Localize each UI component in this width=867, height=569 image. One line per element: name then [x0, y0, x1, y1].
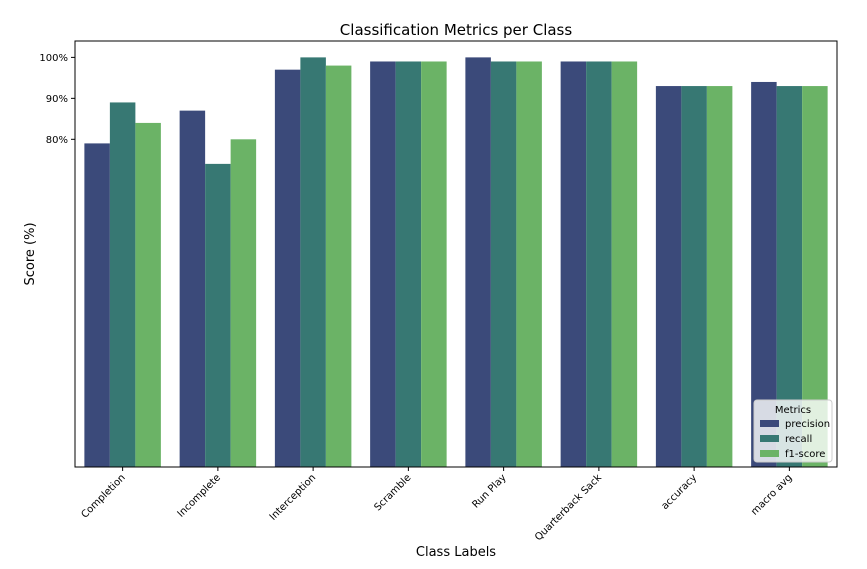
x-axis-ticks: Completion Incomplete Interception Scramble…: [79, 467, 794, 543]
bar-recall-6: [681, 86, 707, 467]
bar-recall-0: [109, 102, 136, 467]
bar-precision-4: [465, 57, 491, 467]
legend: Metrics precision recall f1-score: [753, 399, 833, 463]
bar-f1-score-2: [325, 65, 352, 467]
bar-precision-6: [655, 86, 682, 467]
bar-f1-score-0: [135, 122, 161, 468]
x-tick-label: macro avg: [749, 472, 794, 517]
bar-f1-score-5: [611, 61, 638, 467]
bar-f1-score-3: [421, 61, 447, 467]
bars-group: [84, 57, 828, 468]
y-tick-label: 100%: [39, 53, 68, 64]
bar-precision-2: [274, 69, 301, 468]
legend-label-f1-score: f1-score: [785, 449, 825, 460]
y-tick-label: 80%: [46, 135, 68, 146]
bar-f1-score-1: [230, 139, 257, 467]
bar-recall-5: [586, 61, 612, 467]
x-tick-label: Incomplete: [176, 472, 223, 519]
x-axis-label: Class Labels: [416, 545, 496, 560]
x-tick-label: accuracy: [660, 472, 700, 512]
chart-title: Classification Metrics per Class: [340, 21, 573, 39]
x-tick-label: Quarterback Sack: [533, 472, 604, 543]
bar-precision-1: [179, 110, 206, 467]
bar-precision-5: [560, 61, 587, 467]
legend-box: [753, 399, 833, 463]
legend-title: Metrics: [775, 405, 811, 416]
bar-precision-3: [370, 61, 396, 467]
y-axis-ticks: 80% 90% 100%: [39, 53, 75, 146]
plot-frame: [74, 40, 838, 468]
legend-swatch-f1-score: [760, 450, 779, 457]
bar-recall-3: [395, 61, 422, 467]
bar-f1-score-6: [706, 86, 733, 467]
y-axis-label: Score (%): [23, 222, 38, 285]
bar-recall-1: [205, 163, 231, 467]
legend-label-precision: precision: [785, 419, 830, 430]
bar-f1-score-4: [516, 61, 542, 467]
x-tick-label: Completion: [79, 472, 127, 520]
x-tick-label: Run Play: [470, 472, 508, 510]
bar-precision-0: [84, 143, 110, 467]
legend-swatch-precision: [760, 420, 779, 427]
legend-label-recall: recall: [785, 434, 812, 445]
x-tick-label: Scramble: [372, 472, 413, 513]
y-tick-label: 90%: [46, 94, 68, 105]
x-tick-label: Interception: [268, 472, 318, 522]
bar-recall-2: [300, 57, 326, 467]
legend-swatch-recall: [760, 435, 779, 442]
bar-recall-4: [490, 61, 517, 467]
